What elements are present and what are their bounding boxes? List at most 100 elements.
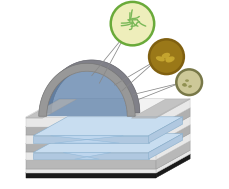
Ellipse shape (162, 53, 170, 58)
Polygon shape (156, 108, 190, 135)
Polygon shape (48, 80, 54, 85)
Polygon shape (156, 141, 190, 169)
Polygon shape (98, 61, 104, 65)
Polygon shape (156, 150, 190, 173)
Polygon shape (118, 72, 124, 77)
Polygon shape (135, 105, 139, 109)
Polygon shape (47, 83, 52, 87)
Polygon shape (52, 75, 58, 80)
Ellipse shape (149, 39, 184, 74)
Polygon shape (39, 105, 44, 109)
Polygon shape (55, 72, 61, 77)
Polygon shape (41, 98, 46, 102)
Polygon shape (109, 65, 114, 70)
Polygon shape (53, 74, 59, 79)
Polygon shape (81, 60, 87, 64)
Polygon shape (43, 91, 48, 96)
Polygon shape (58, 70, 64, 74)
Polygon shape (47, 81, 53, 86)
Polygon shape (131, 91, 136, 96)
Polygon shape (134, 100, 139, 105)
Polygon shape (121, 75, 126, 80)
Polygon shape (103, 63, 109, 67)
Polygon shape (134, 102, 139, 107)
Polygon shape (134, 99, 139, 104)
Polygon shape (64, 65, 70, 70)
Polygon shape (33, 153, 149, 159)
Polygon shape (71, 62, 77, 66)
Polygon shape (39, 106, 44, 111)
Polygon shape (80, 60, 86, 64)
Polygon shape (59, 69, 65, 73)
Polygon shape (101, 62, 107, 66)
Polygon shape (51, 136, 123, 143)
Polygon shape (79, 60, 85, 64)
Ellipse shape (176, 69, 202, 95)
Polygon shape (49, 79, 55, 84)
Polygon shape (26, 98, 190, 117)
Polygon shape (26, 150, 190, 169)
Polygon shape (39, 110, 44, 115)
Polygon shape (107, 65, 113, 69)
Polygon shape (69, 63, 75, 67)
Polygon shape (132, 95, 137, 100)
Polygon shape (86, 60, 92, 63)
Polygon shape (61, 67, 67, 72)
Ellipse shape (165, 57, 172, 62)
Polygon shape (33, 136, 149, 143)
Polygon shape (26, 133, 190, 152)
Polygon shape (95, 61, 101, 64)
Polygon shape (44, 60, 140, 113)
Polygon shape (111, 67, 117, 71)
Polygon shape (54, 73, 60, 78)
Polygon shape (39, 103, 44, 108)
Polygon shape (91, 60, 97, 64)
Polygon shape (149, 117, 183, 143)
Polygon shape (26, 108, 190, 127)
Polygon shape (125, 80, 131, 85)
Polygon shape (119, 73, 125, 78)
Polygon shape (57, 71, 63, 75)
Polygon shape (115, 70, 121, 74)
Polygon shape (89, 60, 95, 64)
Polygon shape (70, 63, 76, 67)
Polygon shape (26, 99, 76, 118)
Polygon shape (134, 103, 139, 108)
Ellipse shape (166, 56, 175, 63)
Polygon shape (26, 169, 156, 173)
Polygon shape (43, 90, 48, 94)
Polygon shape (76, 61, 82, 65)
Polygon shape (44, 89, 49, 93)
Polygon shape (45, 85, 51, 90)
Polygon shape (106, 64, 112, 68)
Polygon shape (123, 77, 128, 82)
Polygon shape (26, 152, 156, 160)
Polygon shape (63, 66, 69, 70)
Polygon shape (40, 102, 45, 107)
Polygon shape (51, 77, 56, 82)
Polygon shape (26, 117, 156, 127)
Polygon shape (26, 144, 156, 152)
Polygon shape (42, 92, 47, 97)
Polygon shape (126, 81, 131, 86)
Polygon shape (75, 61, 81, 65)
Polygon shape (94, 60, 100, 64)
Polygon shape (33, 117, 183, 136)
Ellipse shape (188, 85, 192, 88)
Polygon shape (77, 61, 83, 64)
Polygon shape (68, 64, 74, 68)
Polygon shape (135, 109, 140, 113)
Polygon shape (60, 68, 66, 72)
Polygon shape (39, 63, 135, 116)
Polygon shape (114, 69, 120, 73)
Polygon shape (33, 134, 183, 153)
Polygon shape (133, 98, 138, 102)
Polygon shape (135, 112, 140, 116)
Polygon shape (39, 109, 44, 113)
Polygon shape (96, 61, 102, 65)
Polygon shape (131, 99, 190, 118)
Polygon shape (39, 107, 44, 112)
Polygon shape (100, 62, 106, 66)
Polygon shape (56, 71, 62, 76)
Polygon shape (135, 110, 140, 115)
